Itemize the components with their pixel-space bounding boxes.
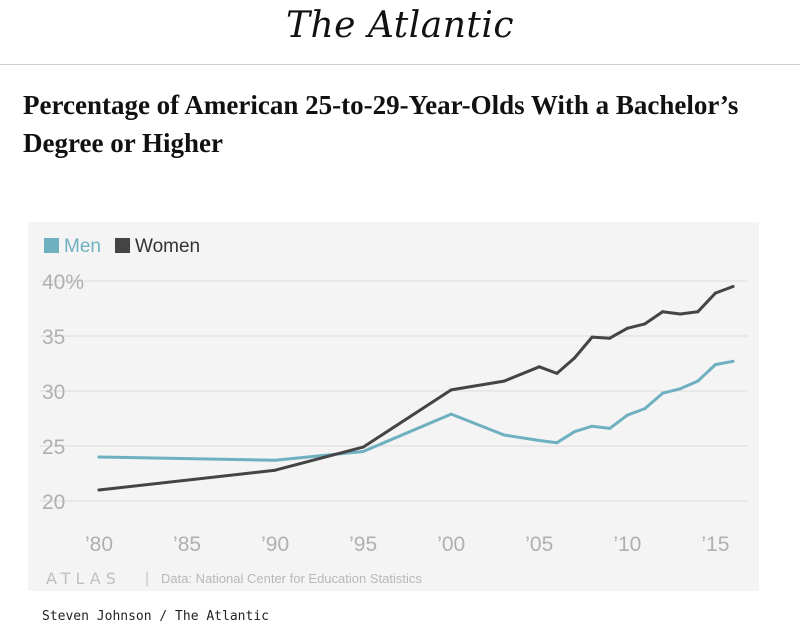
publication-logo[interactable]: The Atlantic (285, 5, 515, 46)
legend-swatch-women (115, 238, 130, 253)
y-tick-label: 25 (42, 436, 65, 459)
data-point-men (713, 363, 717, 367)
atlas-brand: ATLAS (46, 569, 121, 588)
series-line-men (97, 359, 735, 462)
masthead: The Atlantic (0, 0, 800, 65)
data-point-men (678, 387, 682, 391)
data-point-men (608, 426, 612, 430)
data-point-women (361, 445, 365, 449)
x-tick-label: ’90 (261, 533, 289, 556)
data-point-men (590, 424, 594, 428)
y-tick-label: 40% (42, 271, 84, 294)
data-point-women (625, 326, 629, 330)
data-point-men (625, 413, 629, 417)
x-tick-label: ’05 (525, 533, 553, 556)
data-point-women (678, 312, 682, 316)
data-point-women (555, 371, 559, 375)
y-tick-label: 20 (42, 491, 65, 514)
data-point-men (537, 439, 541, 442)
y-tick-label: 35 (42, 326, 65, 349)
data-point-women (696, 310, 700, 314)
x-tick-label: ’10 (613, 533, 641, 556)
data-point-men (273, 458, 277, 462)
line-chart: 20 25 30 35 40% ’80 ’85 ’90 ’95 ’00 ’05 ’10 ’15 Men Wo… (40, 236, 748, 588)
data-point-men (661, 391, 665, 395)
data-point-women (608, 336, 612, 340)
data-point-women (573, 356, 576, 360)
data-point-men (502, 433, 506, 437)
data-point-men (361, 450, 365, 453)
data-point-men (643, 407, 647, 411)
x-tick-label: ’85 (173, 533, 201, 556)
data-point-women (661, 310, 665, 314)
legend-label-men: Men (64, 236, 101, 257)
data-point-women (273, 468, 277, 472)
chart-headline: Percentage of American 25-to-29-Year-Old… (23, 90, 739, 158)
x-tick-label: ’15 (701, 533, 729, 556)
data-point-men (97, 455, 101, 459)
x-tick-label: ’95 (349, 533, 377, 556)
legend-swatch-men (44, 238, 59, 253)
x-tick-label: ’00 (437, 533, 465, 556)
data-point-women (502, 379, 506, 383)
data-point-men (731, 359, 735, 363)
data-point-men (573, 430, 576, 434)
data-point-men (449, 412, 453, 416)
chart-panel: 20 25 30 35 40% ’80 ’85 ’90 ’95 ’00 ’05 ’10 ’15 Men Wo… (28, 222, 759, 591)
data-point-women (449, 388, 453, 392)
data-point-women (97, 488, 101, 492)
data-source: Data: National Center for Education Stat… (161, 571, 422, 586)
data-point-men (696, 379, 700, 383)
data-point-women (537, 365, 541, 369)
data-point-men (555, 441, 559, 445)
data-point-women (590, 335, 594, 339)
footer-separator: | (145, 570, 149, 587)
data-point-women (713, 291, 717, 295)
data-point-women (731, 285, 735, 288)
x-tick-label: ’80 (85, 533, 113, 556)
legend-label-women: Women (135, 236, 200, 257)
image-credit: Steven Johnson / The Atlantic (42, 609, 269, 624)
y-tick-label: 30 (42, 381, 65, 404)
data-point-women (643, 322, 647, 326)
